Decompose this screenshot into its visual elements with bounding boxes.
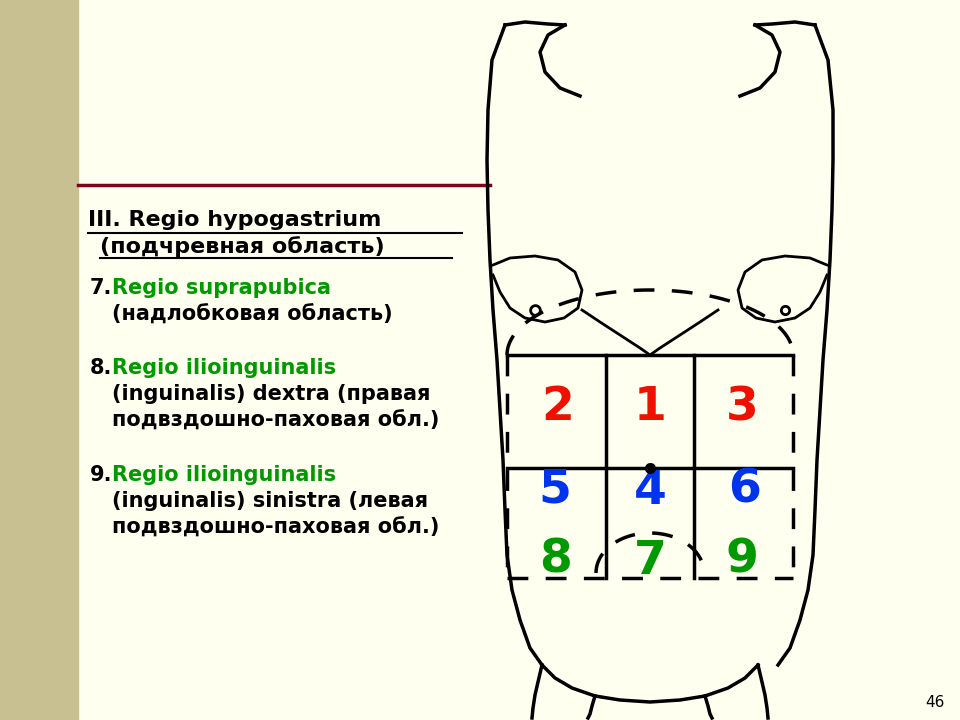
- Text: (надлобковая область): (надлобковая область): [112, 304, 393, 324]
- Text: 7: 7: [634, 539, 666, 585]
- Text: 1: 1: [634, 385, 666, 431]
- Text: (подчревная область): (подчревная область): [100, 236, 385, 257]
- Text: 9.: 9.: [90, 465, 112, 485]
- Text: (inguinalis) dextra (правая: (inguinalis) dextra (правая: [112, 384, 430, 404]
- Text: 46: 46: [925, 695, 945, 710]
- Text: 4: 4: [634, 469, 666, 515]
- Bar: [0, 0, 78, 720]
- Text: Regio suprapubica: Regio suprapubica: [112, 278, 331, 298]
- Text: Regio ilioinguinalis: Regio ilioinguinalis: [112, 465, 336, 485]
- Text: 3: 3: [726, 385, 758, 431]
- Text: Regio ilioinguinalis: Regio ilioinguinalis: [112, 358, 336, 378]
- Text: (inguinalis) sinistra (левая: (inguinalis) sinistra (левая: [112, 491, 428, 511]
- Text: 9: 9: [726, 538, 758, 582]
- Text: подвздошно-паховая обл.): подвздошно-паховая обл.): [112, 517, 440, 537]
- Text: подвздошно-паховая обл.): подвздошно-паховая обл.): [112, 410, 440, 431]
- Text: 5: 5: [539, 467, 571, 513]
- Text: 2: 2: [541, 385, 574, 431]
- Text: 8.: 8.: [90, 358, 112, 378]
- Text: III. Regio hypogastrium: III. Regio hypogastrium: [88, 210, 381, 230]
- Text: 7.: 7.: [90, 278, 112, 298]
- Text: 8: 8: [539, 538, 571, 582]
- Text: 6: 6: [729, 467, 761, 513]
